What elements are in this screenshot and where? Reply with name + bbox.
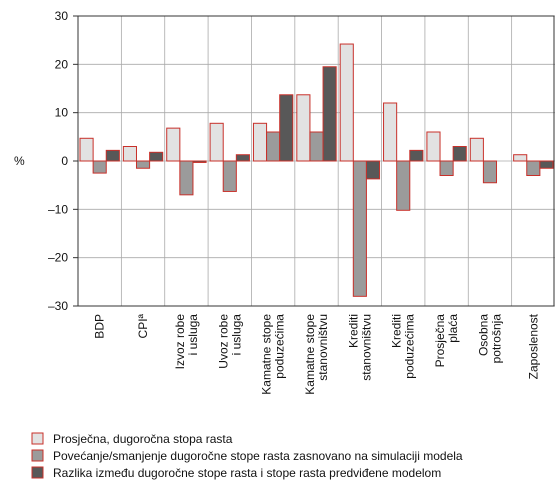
legend-label: Razlika između dugoročne stope rasta i s… bbox=[53, 466, 441, 480]
bar bbox=[105, 149, 120, 162]
legend-label: Povećanje/smanjenje dugoročne stope rast… bbox=[53, 449, 463, 463]
x-tick-label: Prosječnaplaća bbox=[433, 314, 460, 368]
bar bbox=[452, 146, 467, 162]
x-tick-label: CPIª bbox=[136, 313, 150, 338]
bar bbox=[252, 122, 268, 162]
x-tick-label: Kreditipoduzećima bbox=[390, 314, 417, 379]
bar bbox=[409, 149, 424, 162]
bar bbox=[322, 66, 337, 162]
bar bbox=[92, 160, 107, 174]
bar bbox=[209, 122, 224, 162]
x-tick-label: Kreditistanovništvu bbox=[346, 314, 373, 381]
y-tick-label: 30 bbox=[55, 9, 69, 23]
legend-label: Prosječna, dugoročna stopa rasta bbox=[53, 432, 233, 446]
bar bbox=[383, 102, 398, 162]
bar bbox=[149, 151, 164, 162]
y-tick-label: –20 bbox=[48, 251, 68, 265]
bar bbox=[135, 160, 151, 169]
legend-swatch bbox=[31, 466, 44, 479]
y-tick-label: 20 bbox=[55, 57, 69, 71]
bar bbox=[396, 160, 411, 211]
bar bbox=[179, 160, 194, 196]
x-tick-label: Kamatne stopepoduzećima bbox=[260, 314, 287, 395]
bar bbox=[122, 146, 137, 162]
bar bbox=[365, 160, 381, 180]
x-tick-label: Kamatne stopestanovništvu bbox=[303, 314, 330, 395]
plot-frame bbox=[77, 15, 555, 307]
bar bbox=[526, 160, 541, 176]
bar bbox=[79, 137, 94, 162]
bar bbox=[279, 94, 294, 162]
y-tick-label: –10 bbox=[48, 202, 68, 216]
bar bbox=[235, 154, 250, 162]
bar bbox=[309, 131, 324, 162]
legend-swatch bbox=[31, 432, 44, 445]
bar bbox=[469, 137, 484, 162]
bar bbox=[482, 160, 498, 184]
x-tick-label: Zaposlenost bbox=[526, 313, 540, 379]
x-tick-label: Izvoz robei usluga bbox=[173, 314, 200, 370]
bar bbox=[266, 131, 281, 162]
bar bbox=[296, 94, 311, 162]
x-tick-label: Osobnapotrošnja bbox=[476, 314, 503, 364]
bar bbox=[192, 160, 207, 163]
y-axis-label: % bbox=[14, 154, 25, 168]
y-tick-label: –30 bbox=[48, 299, 68, 313]
bar bbox=[352, 160, 367, 297]
y-tick-label: 10 bbox=[55, 106, 69, 120]
bar bbox=[222, 160, 237, 192]
legend-swatch bbox=[31, 449, 44, 462]
x-tick-label: Uvoz robei usluga bbox=[216, 314, 243, 369]
bar bbox=[539, 160, 554, 169]
bar bbox=[513, 154, 528, 162]
bar bbox=[439, 160, 454, 176]
x-tick-label: BDP bbox=[93, 314, 107, 339]
y-tick-label: 0 bbox=[61, 154, 68, 168]
bar bbox=[339, 43, 354, 162]
bar bbox=[426, 131, 441, 162]
bar bbox=[166, 127, 181, 162]
